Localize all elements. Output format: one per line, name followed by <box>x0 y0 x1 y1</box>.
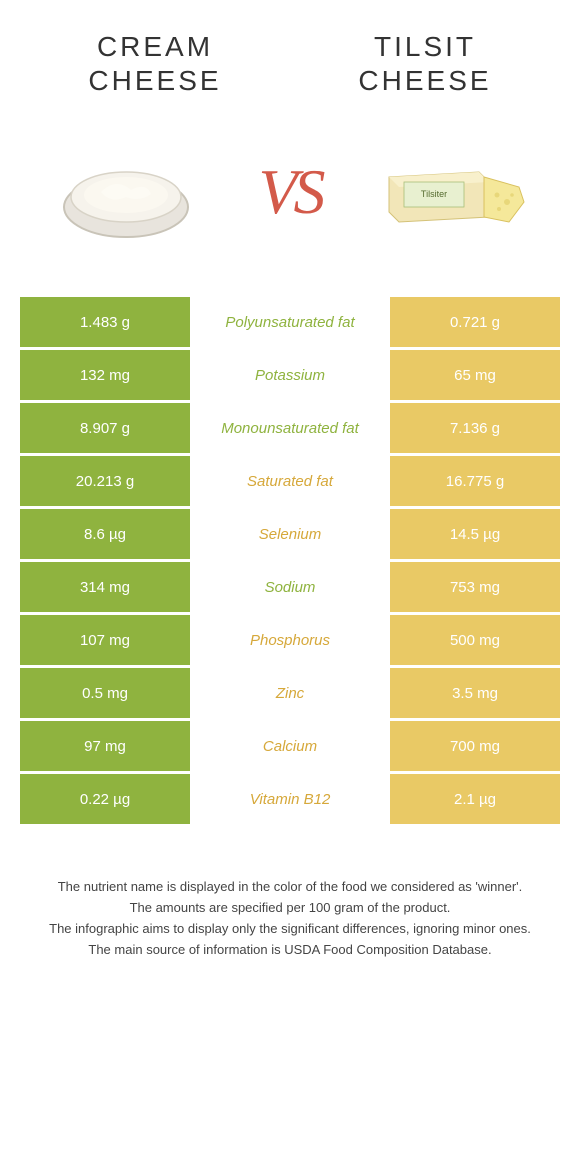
table-row: 20.213 gSaturated fat16.775 g <box>20 456 560 506</box>
left-title: CREAM CHEESE <box>34 30 277 97</box>
table-row: 0.5 mgZinc3.5 mg <box>20 668 560 718</box>
nutrient-label: Calcium <box>190 721 390 771</box>
left-value: 20.213 g <box>20 456 190 506</box>
right-value: 0.721 g <box>390 297 560 347</box>
footer-line3: The infographic aims to display only the… <box>40 919 540 940</box>
titles-row: CREAM CHEESE TILSIT CHEESE <box>20 30 560 97</box>
nutrient-label: Vitamin B12 <box>190 774 390 824</box>
cream-cheese-image <box>46 127 206 257</box>
nutrient-label: Sodium <box>190 562 390 612</box>
right-title: TILSIT CHEESE <box>304 30 547 97</box>
right-value: 753 mg <box>390 562 560 612</box>
table-row: 8.6 µgSelenium14.5 µg <box>20 509 560 559</box>
left-value: 132 mg <box>20 350 190 400</box>
nutrient-label: Zinc <box>190 668 390 718</box>
tilsit-cheese-image: Tilsiter <box>374 127 534 257</box>
left-title-line2: CHEESE <box>88 65 221 96</box>
nutrient-label: Potassium <box>190 350 390 400</box>
table-row: 8.907 gMonounsaturated fat7.136 g <box>20 403 560 453</box>
table-row: 107 mgPhosphorus500 mg <box>20 615 560 665</box>
left-value: 107 mg <box>20 615 190 665</box>
footer-line1: The nutrient name is displayed in the co… <box>40 877 540 898</box>
footer-line2: The amounts are specified per 100 gram o… <box>40 898 540 919</box>
table-row: 314 mgSodium753 mg <box>20 562 560 612</box>
right-value: 500 mg <box>390 615 560 665</box>
images-row: VS Tilsiter <box>20 127 560 257</box>
left-value: 8.6 µg <box>20 509 190 559</box>
right-title-line2: CHEESE <box>358 65 491 96</box>
footer-notes: The nutrient name is displayed in the co… <box>20 877 560 960</box>
right-value: 65 mg <box>390 350 560 400</box>
nutrient-label: Polyunsaturated fat <box>190 297 390 347</box>
table-row: 1.483 gPolyunsaturated fat0.721 g <box>20 297 560 347</box>
right-value: 14.5 µg <box>390 509 560 559</box>
right-value: 16.775 g <box>390 456 560 506</box>
left-value: 1.483 g <box>20 297 190 347</box>
left-value: 0.5 mg <box>20 668 190 718</box>
table-row: 97 mgCalcium700 mg <box>20 721 560 771</box>
right-value: 7.136 g <box>390 403 560 453</box>
left-value: 97 mg <box>20 721 190 771</box>
right-title-line1: TILSIT <box>374 31 476 62</box>
left-value: 314 mg <box>20 562 190 612</box>
vs-text: VS <box>258 155 321 229</box>
left-value: 8.907 g <box>20 403 190 453</box>
nutrient-label: Monounsaturated fat <box>190 403 390 453</box>
nutrient-label: Phosphorus <box>190 615 390 665</box>
left-value: 0.22 µg <box>20 774 190 824</box>
right-value: 3.5 mg <box>390 668 560 718</box>
table-row: 132 mgPotassium65 mg <box>20 350 560 400</box>
nutrient-label: Saturated fat <box>190 456 390 506</box>
table-row: 0.22 µgVitamin B122.1 µg <box>20 774 560 824</box>
footer-line4: The main source of information is USDA F… <box>40 940 540 961</box>
nutrient-label: Selenium <box>190 509 390 559</box>
left-title-line1: CREAM <box>97 31 213 62</box>
right-value: 700 mg <box>390 721 560 771</box>
comparison-table: 1.483 gPolyunsaturated fat0.721 g132 mgP… <box>20 297 560 827</box>
svg-text:Tilsiter: Tilsiter <box>421 189 447 199</box>
right-value: 2.1 µg <box>390 774 560 824</box>
